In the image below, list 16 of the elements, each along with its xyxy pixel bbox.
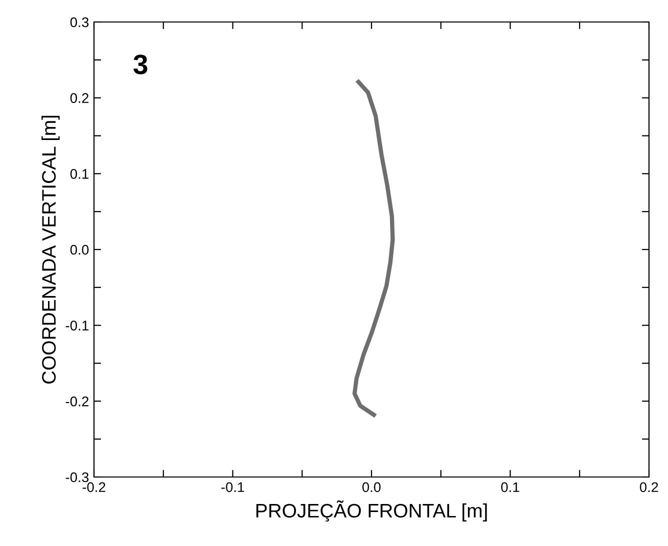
x-tick-label: 0.0 [362, 482, 381, 492]
y-axis-title: COORDENADA VERTICAL [m] [42, 116, 60, 384]
y-tick-label: 0.2 [70, 93, 88, 104]
x-tick-label: 0.2 [640, 482, 658, 492]
y-tick-label: 0.3 [70, 17, 89, 28]
y-tick-label: -0.1 [66, 320, 88, 331]
y-tick-label: -0.2 [66, 396, 88, 406]
line-series [352, 80, 395, 417]
x-tick-label: -0.1 [221, 482, 244, 492]
annotation: 3 [133, 54, 148, 74]
x-axis-title: PROJEÇÃO FRONTAL [m] [256, 500, 487, 522]
x-tick-label: 0.1 [501, 482, 520, 492]
y-tick-label: 0.0 [70, 244, 89, 255]
y-tick-label: 0.1 [70, 169, 88, 179]
y-tick-label: -0.3 [66, 472, 89, 482]
x-tick-label: -0.2 [82, 482, 106, 492]
